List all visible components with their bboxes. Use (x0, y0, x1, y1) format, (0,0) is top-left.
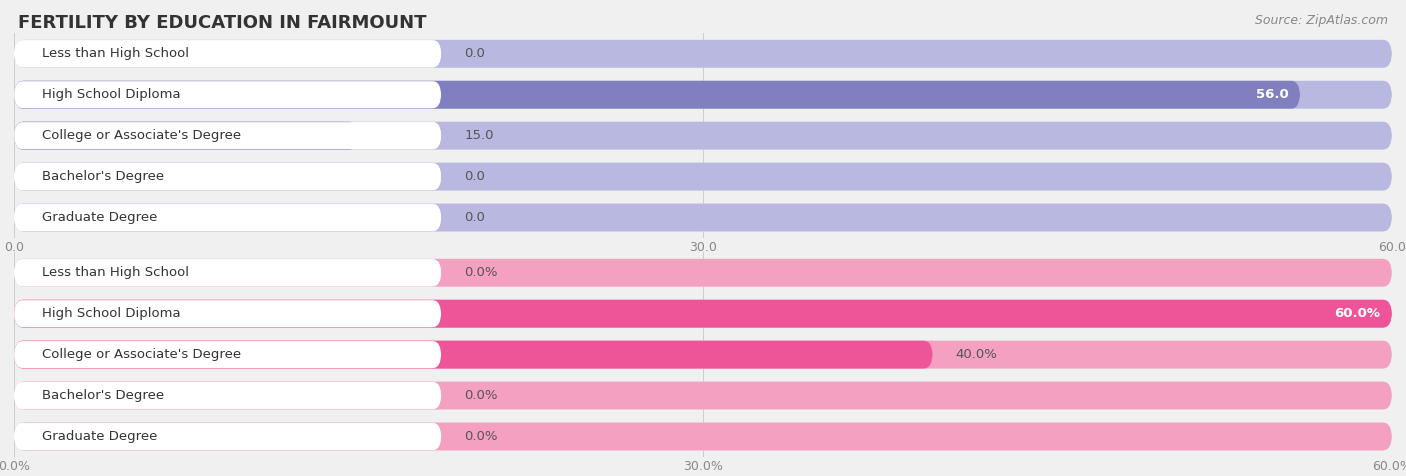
FancyBboxPatch shape (14, 259, 1392, 287)
Text: High School Diploma: High School Diploma (42, 307, 180, 320)
Text: Graduate Degree: Graduate Degree (42, 211, 157, 224)
FancyBboxPatch shape (14, 40, 441, 67)
Text: Source: ZipAtlas.com: Source: ZipAtlas.com (1254, 14, 1388, 27)
FancyBboxPatch shape (14, 423, 1392, 450)
Text: 0.0%: 0.0% (464, 266, 498, 279)
FancyBboxPatch shape (14, 122, 441, 149)
Text: 56.0: 56.0 (1256, 88, 1289, 101)
FancyBboxPatch shape (14, 122, 1392, 149)
Text: 40.0%: 40.0% (956, 348, 997, 361)
Text: 60.0%: 60.0% (1334, 307, 1381, 320)
FancyBboxPatch shape (14, 163, 1392, 190)
Text: College or Associate's Degree: College or Associate's Degree (42, 348, 240, 361)
FancyBboxPatch shape (14, 163, 1392, 190)
FancyBboxPatch shape (14, 341, 1392, 368)
FancyBboxPatch shape (14, 163, 441, 190)
FancyBboxPatch shape (14, 259, 441, 286)
Text: Less than High School: Less than High School (42, 47, 188, 60)
FancyBboxPatch shape (14, 382, 441, 409)
FancyBboxPatch shape (14, 341, 441, 368)
FancyBboxPatch shape (14, 341, 932, 368)
Text: 15.0: 15.0 (464, 129, 494, 142)
FancyBboxPatch shape (14, 300, 441, 327)
Text: FERTILITY BY EDUCATION IN FAIRMOUNT: FERTILITY BY EDUCATION IN FAIRMOUNT (18, 14, 427, 32)
Text: 0.0%: 0.0% (464, 430, 498, 443)
FancyBboxPatch shape (14, 204, 1392, 231)
FancyBboxPatch shape (14, 382, 1392, 409)
FancyBboxPatch shape (14, 300, 1392, 327)
FancyBboxPatch shape (14, 40, 1392, 68)
Text: High School Diploma: High School Diploma (42, 88, 180, 101)
FancyBboxPatch shape (14, 259, 441, 286)
FancyBboxPatch shape (14, 81, 441, 108)
FancyBboxPatch shape (14, 259, 1392, 287)
FancyBboxPatch shape (14, 341, 441, 368)
Text: Bachelor's Degree: Bachelor's Degree (42, 170, 163, 183)
FancyBboxPatch shape (14, 300, 1392, 327)
FancyBboxPatch shape (14, 300, 441, 327)
FancyBboxPatch shape (14, 122, 441, 149)
Text: 0.0: 0.0 (464, 47, 485, 60)
FancyBboxPatch shape (14, 163, 441, 190)
Text: 0.0: 0.0 (464, 170, 485, 183)
FancyBboxPatch shape (14, 382, 441, 409)
FancyBboxPatch shape (14, 423, 1392, 450)
FancyBboxPatch shape (14, 122, 1392, 149)
FancyBboxPatch shape (14, 423, 441, 450)
FancyBboxPatch shape (14, 122, 359, 149)
Text: College or Associate's Degree: College or Associate's Degree (42, 129, 240, 142)
Text: 0.0: 0.0 (464, 211, 485, 224)
FancyBboxPatch shape (14, 40, 441, 67)
FancyBboxPatch shape (14, 341, 1392, 368)
FancyBboxPatch shape (14, 81, 441, 108)
FancyBboxPatch shape (14, 382, 1392, 409)
Text: Less than High School: Less than High School (42, 266, 188, 279)
Text: 0.0%: 0.0% (464, 389, 498, 402)
FancyBboxPatch shape (14, 204, 1392, 231)
Text: Graduate Degree: Graduate Degree (42, 430, 157, 443)
FancyBboxPatch shape (14, 204, 441, 231)
Text: Bachelor's Degree: Bachelor's Degree (42, 389, 163, 402)
FancyBboxPatch shape (14, 40, 1392, 68)
FancyBboxPatch shape (14, 300, 1392, 327)
FancyBboxPatch shape (14, 81, 1301, 109)
FancyBboxPatch shape (14, 204, 441, 231)
FancyBboxPatch shape (14, 81, 1392, 109)
FancyBboxPatch shape (14, 81, 1392, 109)
FancyBboxPatch shape (14, 423, 441, 450)
